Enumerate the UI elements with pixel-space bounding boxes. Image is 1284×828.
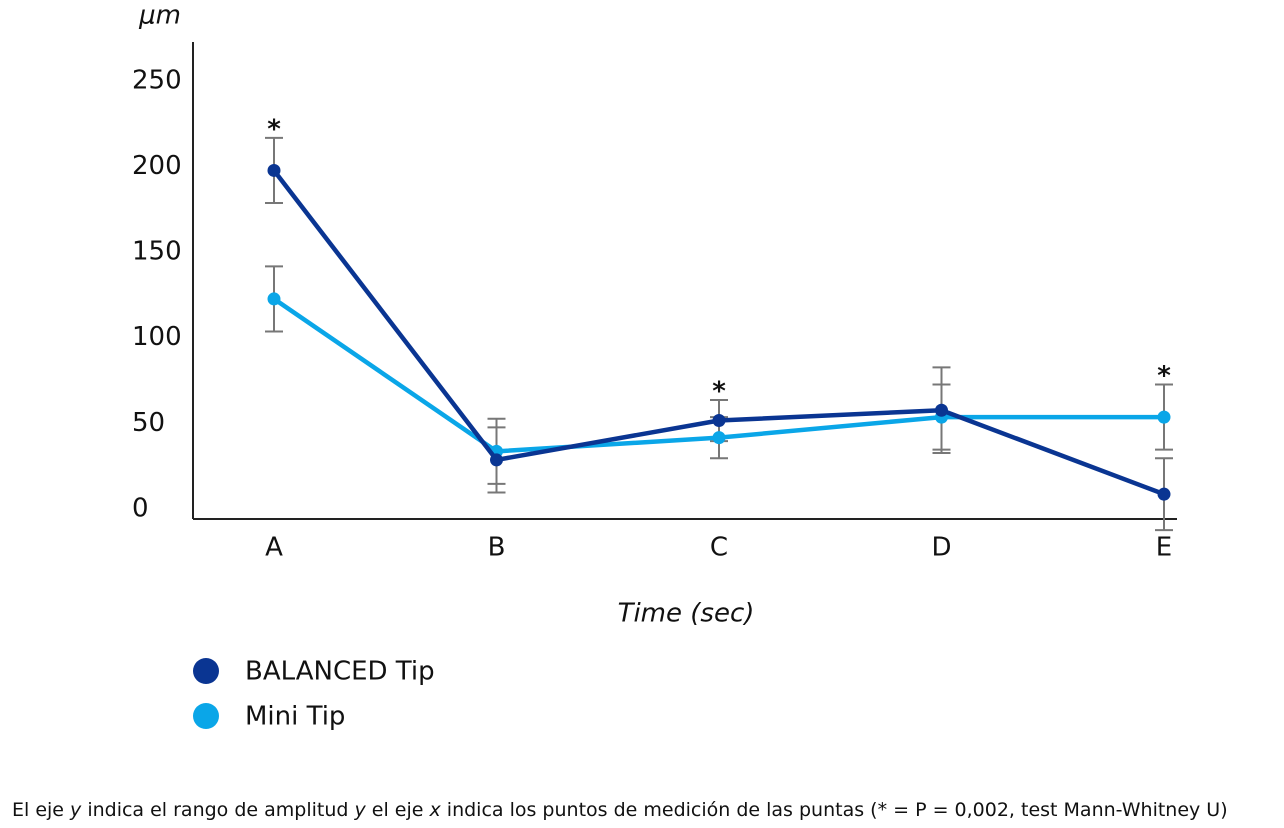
data-point bbox=[1157, 410, 1171, 424]
legend-label: Mini Tip bbox=[245, 702, 345, 732]
caption: El eje y indica el rango de amplitud y e… bbox=[12, 799, 1228, 821]
caption-part: El eje bbox=[12, 799, 70, 821]
annotation: * bbox=[712, 376, 726, 406]
legend-marker bbox=[193, 703, 219, 729]
data-point bbox=[712, 431, 726, 445]
y-tick-label: 150 bbox=[132, 237, 182, 267]
annotation: * bbox=[267, 114, 281, 144]
caption-part: y bbox=[69, 799, 82, 821]
caption-part: indica los puntos de medición de las pun… bbox=[441, 799, 1228, 821]
x-tick-label: B bbox=[488, 533, 506, 563]
data-point bbox=[267, 163, 281, 177]
y-axis-label: μm bbox=[138, 1, 181, 31]
x-tick-label: E bbox=[1156, 533, 1172, 563]
data-point bbox=[935, 403, 948, 417]
legend-marker bbox=[193, 658, 219, 684]
y-tick-label: 250 bbox=[132, 65, 182, 95]
caption-part: y bbox=[354, 799, 367, 821]
data-point bbox=[1157, 487, 1171, 501]
y-tick-label: 200 bbox=[132, 151, 182, 181]
caption-part: el eje bbox=[366, 799, 430, 821]
x-tick-label: D bbox=[931, 533, 951, 563]
caption-part: indica el rango de amplitud bbox=[81, 799, 354, 821]
x-axis-label: Time (sec) bbox=[618, 599, 755, 629]
data-point bbox=[490, 453, 503, 467]
y-tick-label: 50 bbox=[132, 408, 165, 438]
legend-label: BALANCED Tip bbox=[245, 657, 435, 687]
annotation: * bbox=[1157, 361, 1171, 391]
data-point bbox=[267, 292, 281, 306]
data-point bbox=[712, 414, 726, 428]
caption-part: x bbox=[429, 799, 442, 821]
x-tick-label: A bbox=[265, 533, 283, 563]
y-tick-label: 100 bbox=[132, 322, 182, 352]
y-tick-label: 0 bbox=[132, 494, 149, 524]
x-tick-label: C bbox=[710, 533, 728, 563]
